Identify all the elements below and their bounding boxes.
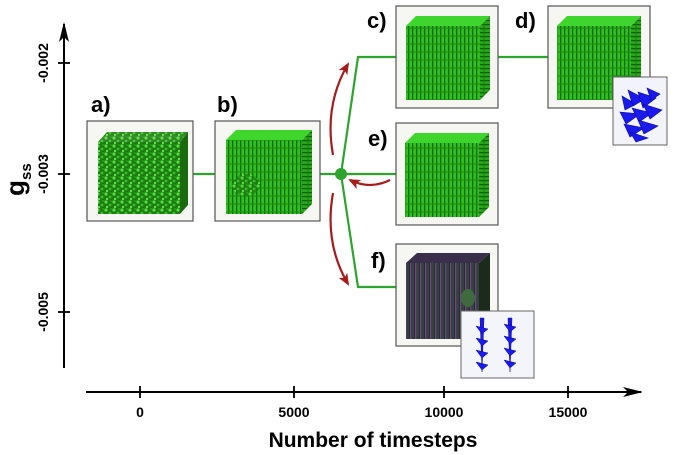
x-tick-label: 5000 [278,404,309,420]
arrow-to-f [329,192,350,286]
x-tick-label: 0 [136,404,144,420]
panel-f-label: f) [371,248,386,273]
y-tick-label: -0.002 [35,43,51,83]
panel-f-spin-inset [460,310,535,379]
cube-defect [232,174,260,196]
spin-arrows [619,87,663,143]
panel-b-label: b) [217,92,238,117]
panel-d: d) [515,5,668,146]
cube-front [406,26,480,100]
cube-side [180,132,188,214]
arrow-from-e [348,179,391,189]
cube-top [405,133,489,143]
cube-side [302,130,312,214]
x-axis-title: Number of timesteps [269,429,478,452]
cube-front [405,143,479,217]
y-tick-label: -0.003 [35,154,51,194]
y-axis-title: g ss [0,163,35,196]
path-branch-c [339,55,396,175]
y-axis-title-subscript: ss [18,163,35,180]
x-axis: 0 5000 10000 15000 Number of timesteps [86,386,643,452]
arrow-to-c [329,62,350,156]
y-tick-label: -0.005 [35,292,51,332]
cube-top [406,16,490,26]
evolution-path [193,55,548,289]
cube-side [480,16,490,100]
panel-a: a) [86,92,194,222]
cube-side [479,133,489,217]
panel-d-spin-inset [612,76,668,146]
panel-c: c) [367,5,499,109]
panel-f: f) [371,243,535,379]
cube-top [226,130,312,140]
transition-arrows [329,62,391,286]
path-branch-f [339,173,396,289]
y-axis: -0.002 -0.003 -0.005 g ss [0,22,70,368]
cube-top [406,253,490,263]
panel-a-label: a) [91,92,111,117]
panel-e-label: e) [368,126,388,151]
y-axis-title-main: g [0,180,30,196]
x-tick-label: 15000 [549,404,588,420]
cube-top [557,16,641,26]
x-tick-label: 10000 [425,404,464,420]
panel-b: b) [214,92,321,222]
panel-c-label: c) [367,8,387,33]
inset-frame [460,310,535,379]
panel-d-label: d) [515,8,536,33]
spin-arrows [475,317,517,373]
cube-front [98,142,180,214]
cube-defect [461,289,475,307]
cube-top [98,132,188,142]
branch-point [335,168,347,180]
panel-e: e) [368,122,499,226]
